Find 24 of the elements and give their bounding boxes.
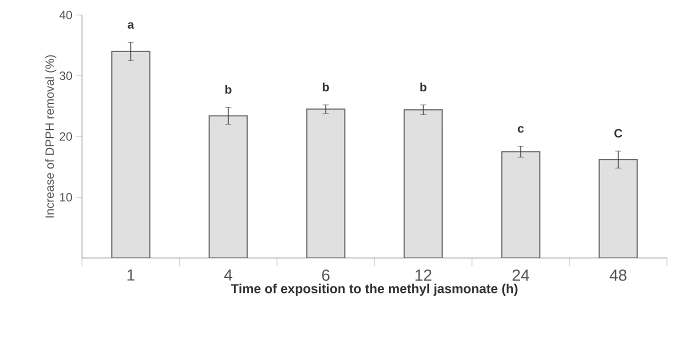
x-tick-label: 6 bbox=[322, 270, 330, 281]
annotation: c bbox=[518, 126, 524, 133]
x-tick-label: 24 bbox=[512, 270, 530, 281]
bar bbox=[598, 158, 638, 258]
y-axis-title: Increase of DPPH removal (%) bbox=[45, 55, 56, 218]
x-tick-label: 1 bbox=[128, 270, 134, 281]
y-tick-label: 10 bbox=[60, 192, 72, 202]
annotation: b bbox=[322, 82, 329, 92]
x-axis-title: Time of exposition to the methyl jasmonate (h) bbox=[231, 284, 518, 296]
bar bbox=[501, 151, 540, 258]
y-tick-label: 30 bbox=[60, 72, 72, 80]
x-tick-label: 12 bbox=[416, 270, 432, 281]
annotation: b bbox=[420, 82, 426, 92]
x-tick-label: 4 bbox=[224, 270, 232, 281]
y-tick-label: 40 bbox=[59, 10, 72, 20]
bar bbox=[111, 50, 150, 258]
bar bbox=[404, 109, 443, 258]
bar bbox=[306, 108, 346, 258]
y-tick-label: 20 bbox=[60, 132, 72, 141]
bar bbox=[208, 115, 248, 258]
x-tick-label: 48 bbox=[610, 270, 626, 281]
annotation: b bbox=[225, 84, 232, 94]
annotation: C bbox=[614, 129, 622, 138]
annotation: a bbox=[128, 22, 134, 29]
